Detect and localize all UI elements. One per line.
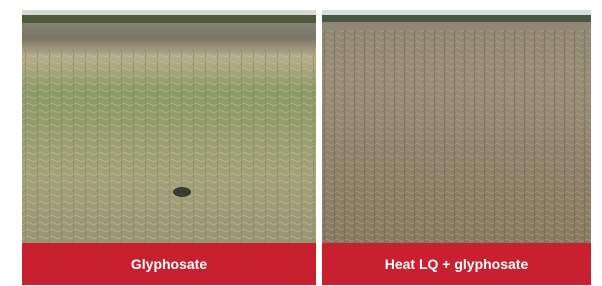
caption: Heat LQ + glyphosate xyxy=(322,243,591,285)
field-photo xyxy=(322,10,591,243)
field-photo xyxy=(22,10,316,243)
caption: Glyphosate xyxy=(22,243,316,285)
photo-panel: Heat LQ + glyphosate xyxy=(322,10,591,285)
page: Glyphosate Heat LQ + glyphosate xyxy=(0,0,602,286)
photo-panel: Glyphosate xyxy=(22,10,316,285)
